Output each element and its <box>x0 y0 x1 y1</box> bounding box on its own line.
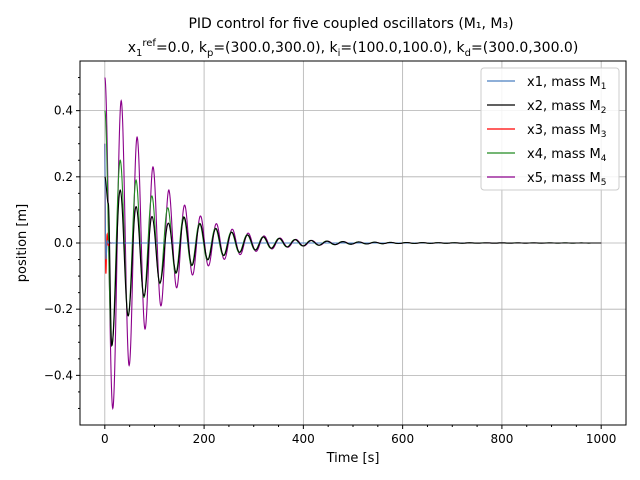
legend-label: x3, mass M3 <box>527 123 607 140</box>
y-tick-label: 0.4 <box>54 104 73 118</box>
x-axis-label: Time [s] <box>326 451 380 466</box>
x-tick-label: 200 <box>193 432 216 446</box>
legend-label: x4, mass M4 <box>527 147 607 164</box>
x-tick-label: 400 <box>292 432 315 446</box>
y-tick-label: 0.0 <box>54 236 73 250</box>
legend-label: x1, mass M1 <box>527 75 607 92</box>
y-axis-label: position [m] <box>15 204 30 282</box>
legend: x1, mass M1 x2, mass M2 x3, mass M3 x4, mas… <box>480 67 620 191</box>
x-tick-label: 600 <box>391 432 414 446</box>
x-tick-label: 0 <box>101 432 109 446</box>
x-tick-label: 1000 <box>586 432 617 446</box>
x-tick-label: 800 <box>490 432 513 446</box>
chart-title-line2: x1ref=0.0, kp=(300.0,300.0), ki=(100.0,1… <box>128 38 579 59</box>
legend-box <box>480 67 620 191</box>
plot-series-group <box>104 77 602 411</box>
y-tick-label: −0.2 <box>44 302 73 316</box>
legend-label: x2, mass M2 <box>527 99 607 116</box>
y-tick-label: −0.4 <box>44 368 73 382</box>
ticks: 0 200 400 600 800 1000 −0.4 −0.2 0.0 0.2 0.4 <box>44 77 617 446</box>
y-tick-label: 0.2 <box>54 170 73 184</box>
chart-title-line1: PID control for five coupled oscillators… <box>188 16 513 32</box>
series-line-2 <box>104 176 602 347</box>
legend-label: x5, mass M5 <box>527 171 607 188</box>
